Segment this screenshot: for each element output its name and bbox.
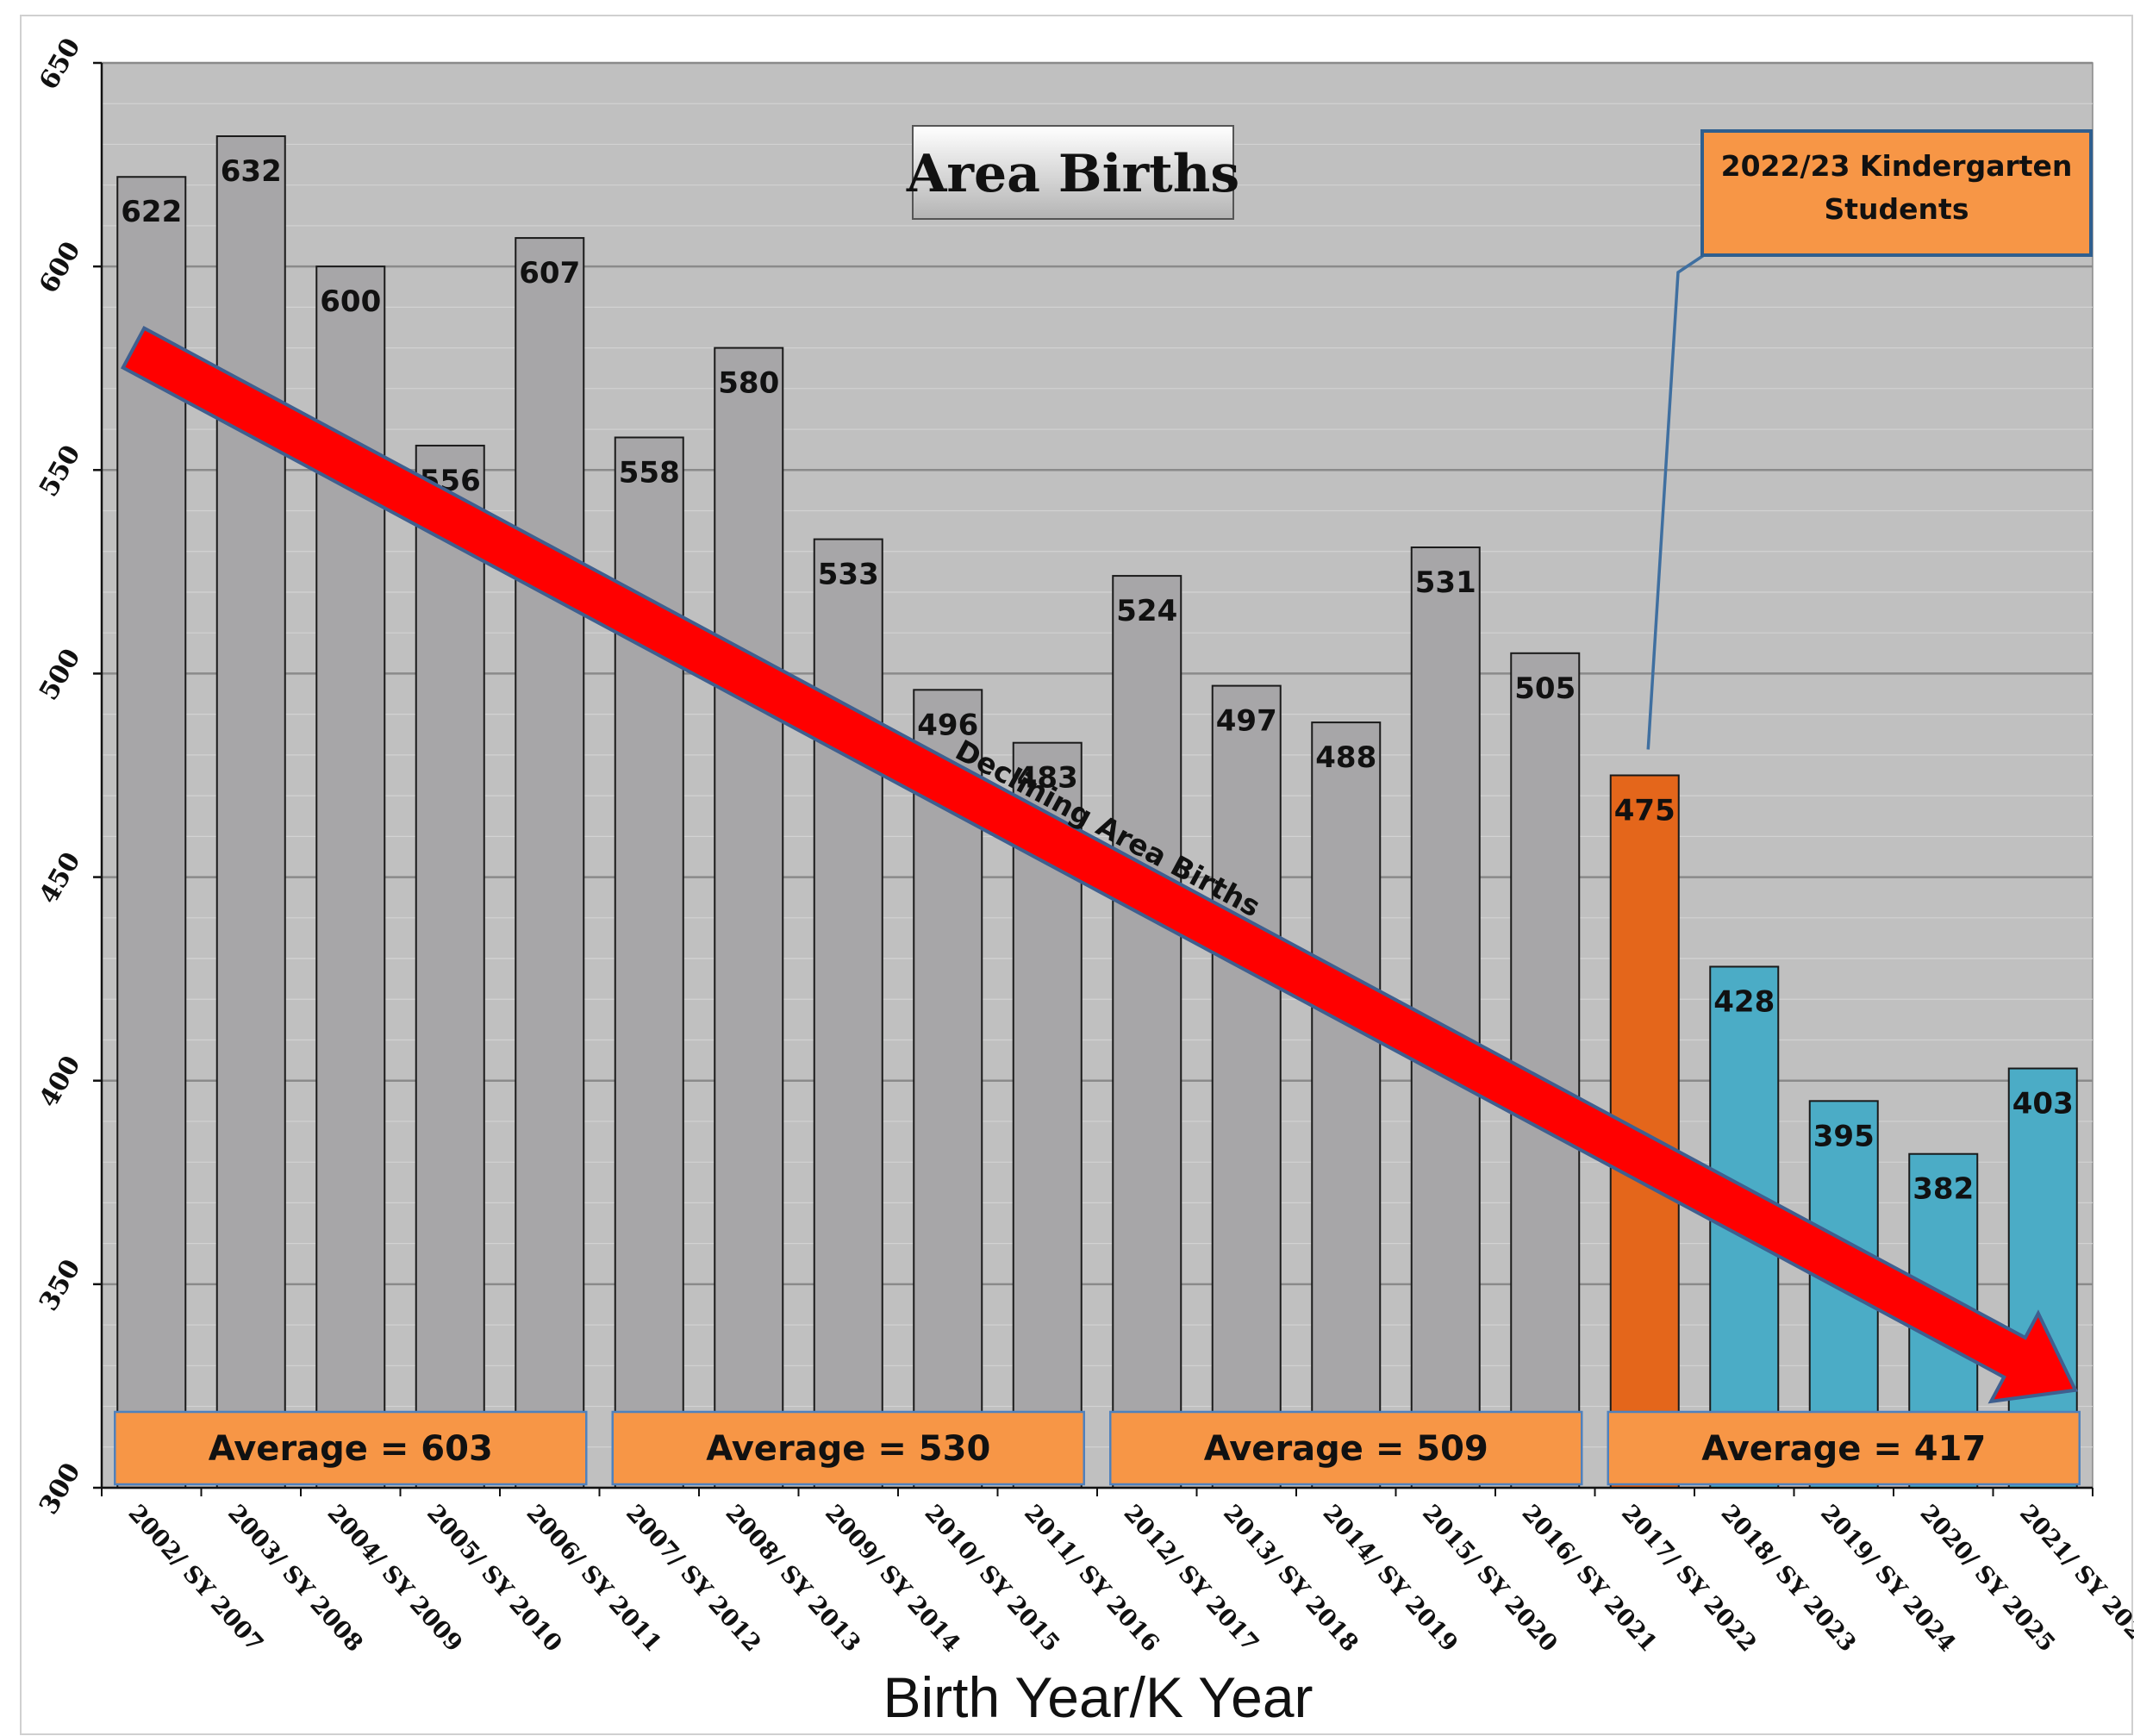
- value-label-12: 488: [1315, 740, 1376, 775]
- value-label-5: 558: [619, 456, 680, 490]
- bar-6: [714, 347, 784, 1489]
- chart-title: Area Births: [906, 144, 1239, 204]
- average-box-0: [114, 1410, 588, 1486]
- average-label-0: Average = 603: [209, 1429, 493, 1469]
- value-label-13: 531: [1415, 565, 1476, 600]
- value-label-9: 483: [1017, 761, 1078, 796]
- chart-title-box: Area Births: [906, 125, 1239, 220]
- average-box-3: [1607, 1410, 2081, 1486]
- bar-4: [515, 237, 585, 1489]
- callout-line-0: 2022/23 Kindergarten: [1721, 149, 2073, 183]
- value-label-14: 505: [1514, 671, 1576, 706]
- value-label-19: 403: [2012, 1087, 2074, 1121]
- chart-title-background: [912, 125, 1234, 220]
- value-label-1: 632: [221, 154, 282, 189]
- value-label-15: 475: [1614, 794, 1675, 828]
- callout-line-1: Students: [1825, 192, 1969, 226]
- value-label-0: 622: [121, 195, 182, 229]
- x-axis-title: Birth Year/K Year: [883, 1665, 1313, 1729]
- bar-1: [215, 135, 286, 1489]
- value-label-7: 533: [818, 558, 879, 592]
- trend-arrow-shape: [120, 325, 2079, 1404]
- bar-10: [1112, 575, 1182, 1489]
- bar-7: [813, 538, 883, 1489]
- bar-11: [1211, 684, 1282, 1489]
- value-label-10: 524: [1116, 594, 1177, 628]
- bar-12: [1311, 721, 1382, 1489]
- value-label-6: 580: [718, 366, 779, 401]
- average-label-1: Average = 530: [706, 1429, 990, 1469]
- value-label-16: 428: [1713, 984, 1775, 1019]
- value-label-11: 497: [1216, 704, 1277, 739]
- plot-area: [101, 62, 2093, 1489]
- average-box-1: [611, 1410, 1085, 1486]
- callout-box: [1700, 129, 2093, 257]
- value-label-2: 600: [320, 284, 381, 319]
- value-label-17: 395: [1813, 1119, 1875, 1153]
- value-label-18: 382: [1912, 1172, 1974, 1207]
- bar-3: [415, 444, 485, 1489]
- plot-background: [101, 62, 2093, 1489]
- axes: [93, 61, 2093, 1496]
- average-label-2: Average = 509: [1204, 1429, 1488, 1469]
- value-label-8: 496: [917, 708, 978, 742]
- average-box-2: [1109, 1410, 1583, 1486]
- kindergarten-callout: 2022/23 Kindergarten Students: [1646, 129, 2093, 750]
- average-boxes: Average = 603 Average = 530 Average = 509 A…: [114, 1410, 2081, 1486]
- average-label-3: Average = 417: [1701, 1429, 1986, 1469]
- value-label-4: 607: [519, 256, 580, 290]
- callout-leader-line: [1646, 253, 1705, 750]
